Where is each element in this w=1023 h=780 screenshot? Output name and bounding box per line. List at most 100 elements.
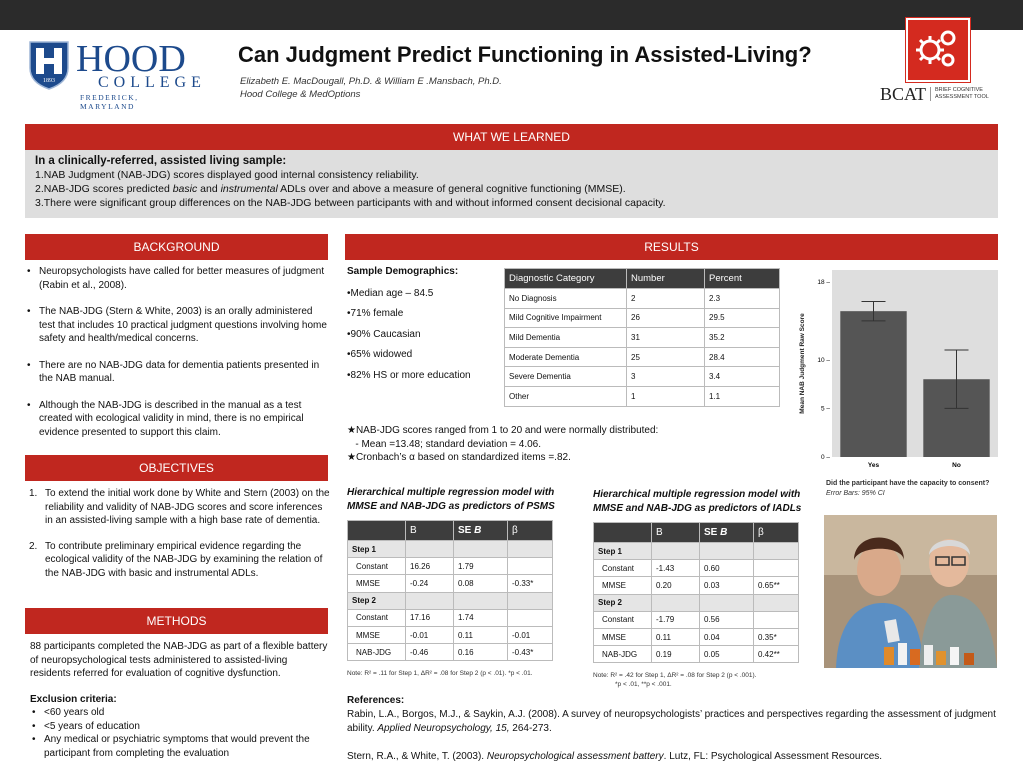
score-range-note: ★NAB-JDG scores ranged from 1 to 20 and … bbox=[347, 425, 659, 436]
authors-line: Elizabeth E. MacDougall, Ph.D. & William… bbox=[240, 76, 502, 87]
table-cell: 0.11 bbox=[651, 627, 700, 647]
demographic-item: •90% Caucasian bbox=[347, 328, 421, 340]
table-row: No Diagnosis 2 2.3 bbox=[504, 288, 780, 309]
objectives-header: OBJECTIVES bbox=[25, 455, 328, 481]
objective-item: 2. To contribute preliminary empirical e… bbox=[25, 540, 330, 581]
table-cell: 0.08 bbox=[453, 574, 508, 593]
table-cell: No Diagnosis bbox=[504, 288, 627, 309]
objective-number: 2. bbox=[29, 540, 38, 552]
iadl-caption: Hierarchical multiple regression model w… bbox=[593, 489, 802, 514]
table-cell: 0.16 bbox=[453, 643, 508, 662]
background-section: Neuropsychologists have called for bette… bbox=[25, 265, 330, 452]
objective-text: To contribute preliminary empirical evid… bbox=[45, 540, 323, 579]
category-label: Yes bbox=[868, 462, 880, 469]
table-cell: Constant bbox=[347, 608, 406, 627]
table-row: MMSE -0.24 0.08 -0.33* bbox=[347, 574, 553, 593]
table-cell bbox=[651, 593, 700, 612]
column-header bbox=[347, 520, 406, 541]
table-cell bbox=[507, 608, 553, 627]
table-cell bbox=[453, 539, 508, 559]
table-cell: 3 bbox=[626, 366, 705, 387]
hood-shield-icon: 1893 bbox=[29, 41, 69, 90]
what-we-learned-header: WHAT WE LEARNED bbox=[25, 124, 998, 150]
table-cell: 35.2 bbox=[704, 327, 780, 348]
table-cell: 0.11 bbox=[453, 625, 508, 645]
step-label: Step 1 bbox=[347, 539, 406, 559]
iadl-regression-table: B SE B β Step 1 Constant -1.43 0.60 MMSE 0.… bbox=[593, 522, 799, 664]
diagnostic-table: Diagnostic Category Number Percent No Di… bbox=[504, 268, 780, 407]
authors-block: Elizabeth E. MacDougall, Ph.D. & William… bbox=[240, 75, 502, 101]
table-row: Constant -1.43 0.60 bbox=[593, 559, 799, 578]
exclusion-item: <5 years of education bbox=[30, 720, 330, 734]
table-cell: 1 bbox=[626, 385, 705, 407]
column-header: Number bbox=[626, 268, 705, 289]
exclusion-item: Any medical or psychiatric symptoms that… bbox=[30, 733, 330, 760]
table-cell: -1.43 bbox=[651, 559, 700, 578]
table-cell: MMSE bbox=[347, 625, 406, 645]
table-row: Constant 17.16 1.74 bbox=[347, 608, 553, 627]
reference-text: Stern, R.A., & White, T. (2003). bbox=[347, 751, 487, 762]
table-cell: -0.01 bbox=[405, 625, 454, 645]
table-cell: 0.65** bbox=[753, 576, 799, 595]
table-cell bbox=[405, 591, 454, 610]
column-header: β bbox=[507, 520, 553, 541]
table-cell: 17.16 bbox=[405, 608, 454, 627]
table-cell: MMSE bbox=[593, 627, 652, 647]
y-tick-label: 5 – bbox=[821, 405, 830, 412]
psms-regression-table: B SE B β Step 1 Constant 16.26 1.79 MMSE -0… bbox=[347, 520, 553, 662]
column-header: SE B bbox=[699, 522, 754, 543]
table-cell: MMSE bbox=[593, 576, 652, 595]
learned-item-2-part: 2.NAB-JDG scores predicted bbox=[35, 183, 173, 195]
score-mean-note: - Mean =13.48; standard deviation = 4.06… bbox=[347, 438, 542, 450]
table-cell: 0.60 bbox=[699, 559, 754, 578]
table-cell bbox=[507, 557, 553, 576]
table-cell bbox=[753, 610, 799, 629]
learned-lead: In a clinically-referred, assisted livin… bbox=[35, 155, 287, 167]
exclusion-heading: Exclusion criteria: bbox=[30, 693, 117, 705]
table-cell: 0.19 bbox=[651, 645, 700, 664]
hood-wordmark: HOOD bbox=[76, 38, 186, 80]
table-row: Constant -1.79 0.56 bbox=[593, 610, 799, 629]
table-cell: -0.33* bbox=[507, 574, 553, 593]
reference-journal: Applied Neuropsychology, 15, bbox=[377, 723, 510, 734]
chart-y-axis-label: Mean NAB Judgment Raw Score bbox=[799, 313, 806, 414]
bcat-sub-line-2: ASSESSMENT TOOL bbox=[935, 94, 989, 100]
table-cell: 0.35* bbox=[753, 627, 799, 647]
table-cell: NAB-JDG bbox=[593, 645, 652, 664]
table-cell: 31 bbox=[626, 327, 705, 348]
table-row: MMSE -0.01 0.11 -0.01 bbox=[347, 625, 553, 645]
reference-item: Stern, R.A., & White, T. (2003). Neurops… bbox=[347, 750, 1007, 764]
table-cell: 0.42** bbox=[753, 645, 799, 664]
table-cell: 29.5 bbox=[704, 307, 780, 329]
iadl-note-line-1: Note: R² = .42 for Step 1, ΔR² = .08 for… bbox=[593, 672, 757, 679]
table-cell: 2 bbox=[626, 288, 705, 309]
column-header: SE B bbox=[453, 520, 508, 541]
learned-item-2-basic: basic bbox=[172, 183, 198, 195]
table-cell bbox=[753, 559, 799, 578]
y-tick-label: 10 – bbox=[817, 357, 830, 364]
psms-note: Note: R² = .11 for Step 1, ΔR² = .08 for… bbox=[347, 670, 533, 677]
table-row: Step 1 bbox=[347, 539, 553, 559]
table-row: NAB-JDG -0.46 0.16 -0.43* bbox=[347, 643, 553, 662]
objective-number: 1. bbox=[29, 488, 38, 499]
table-cell: Constant bbox=[593, 559, 652, 578]
objectives-section: 1. To extend the initial work done by Wh… bbox=[25, 487, 330, 580]
table-cell bbox=[699, 593, 754, 612]
cronbach-note: ★Cronbach’s α based on standardized item… bbox=[347, 452, 571, 463]
column-header bbox=[593, 522, 652, 543]
objective-item: 1. To extend the initial work done by Wh… bbox=[25, 487, 330, 528]
poster-title: Can Judgment Predict Functioning in Assi… bbox=[238, 42, 812, 67]
table-row: Step 2 bbox=[593, 593, 799, 612]
shield-year: 1893 bbox=[43, 78, 55, 84]
learned-item-2: 2.NAB-JDG scores predicted basic and ins… bbox=[35, 182, 988, 196]
table-cell bbox=[753, 541, 799, 561]
score-notes: ★NAB-JDG scores ranged from 1 to 20 and … bbox=[347, 424, 787, 465]
table-cell bbox=[507, 539, 553, 559]
table-row: Step 2 bbox=[347, 591, 553, 610]
table-cell bbox=[699, 541, 754, 561]
table-row: Mild Dementia 31 35.2 bbox=[504, 327, 780, 348]
learned-item-3: 3.There were significant group differenc… bbox=[35, 197, 666, 209]
column-header: Diagnostic Category bbox=[504, 268, 627, 289]
table-row: Severe Dementia 3 3.4 bbox=[504, 366, 780, 387]
table-row: Step 1 bbox=[593, 541, 799, 561]
